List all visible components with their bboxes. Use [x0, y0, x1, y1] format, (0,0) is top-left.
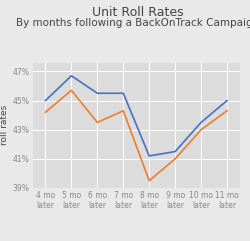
existing process [70, 74, 73, 77]
existing process [44, 99, 47, 102]
BackOnTrack invite group [70, 89, 73, 92]
existing process [122, 92, 125, 95]
Line: BackOnTrack invite group: BackOnTrack invite group [46, 90, 227, 181]
BackOnTrack invite group [148, 179, 151, 182]
existing process [174, 150, 177, 153]
BackOnTrack invite group [96, 121, 99, 124]
existing process [226, 99, 228, 102]
existing process [200, 121, 202, 124]
Y-axis label: roll rates: roll rates [0, 105, 9, 146]
BackOnTrack invite group [122, 109, 125, 112]
Line: existing process: existing process [46, 76, 227, 156]
existing process [96, 92, 99, 95]
BackOnTrack invite group [174, 157, 177, 160]
BackOnTrack invite group [44, 111, 47, 114]
Text: By months following a BackOnTrack Campaign: By months following a BackOnTrack Campai… [16, 18, 250, 28]
existing process [148, 154, 151, 157]
BackOnTrack invite group [226, 109, 228, 112]
BackOnTrack invite group [200, 128, 202, 131]
Text: Unit Roll Rates: Unit Roll Rates [92, 6, 183, 19]
